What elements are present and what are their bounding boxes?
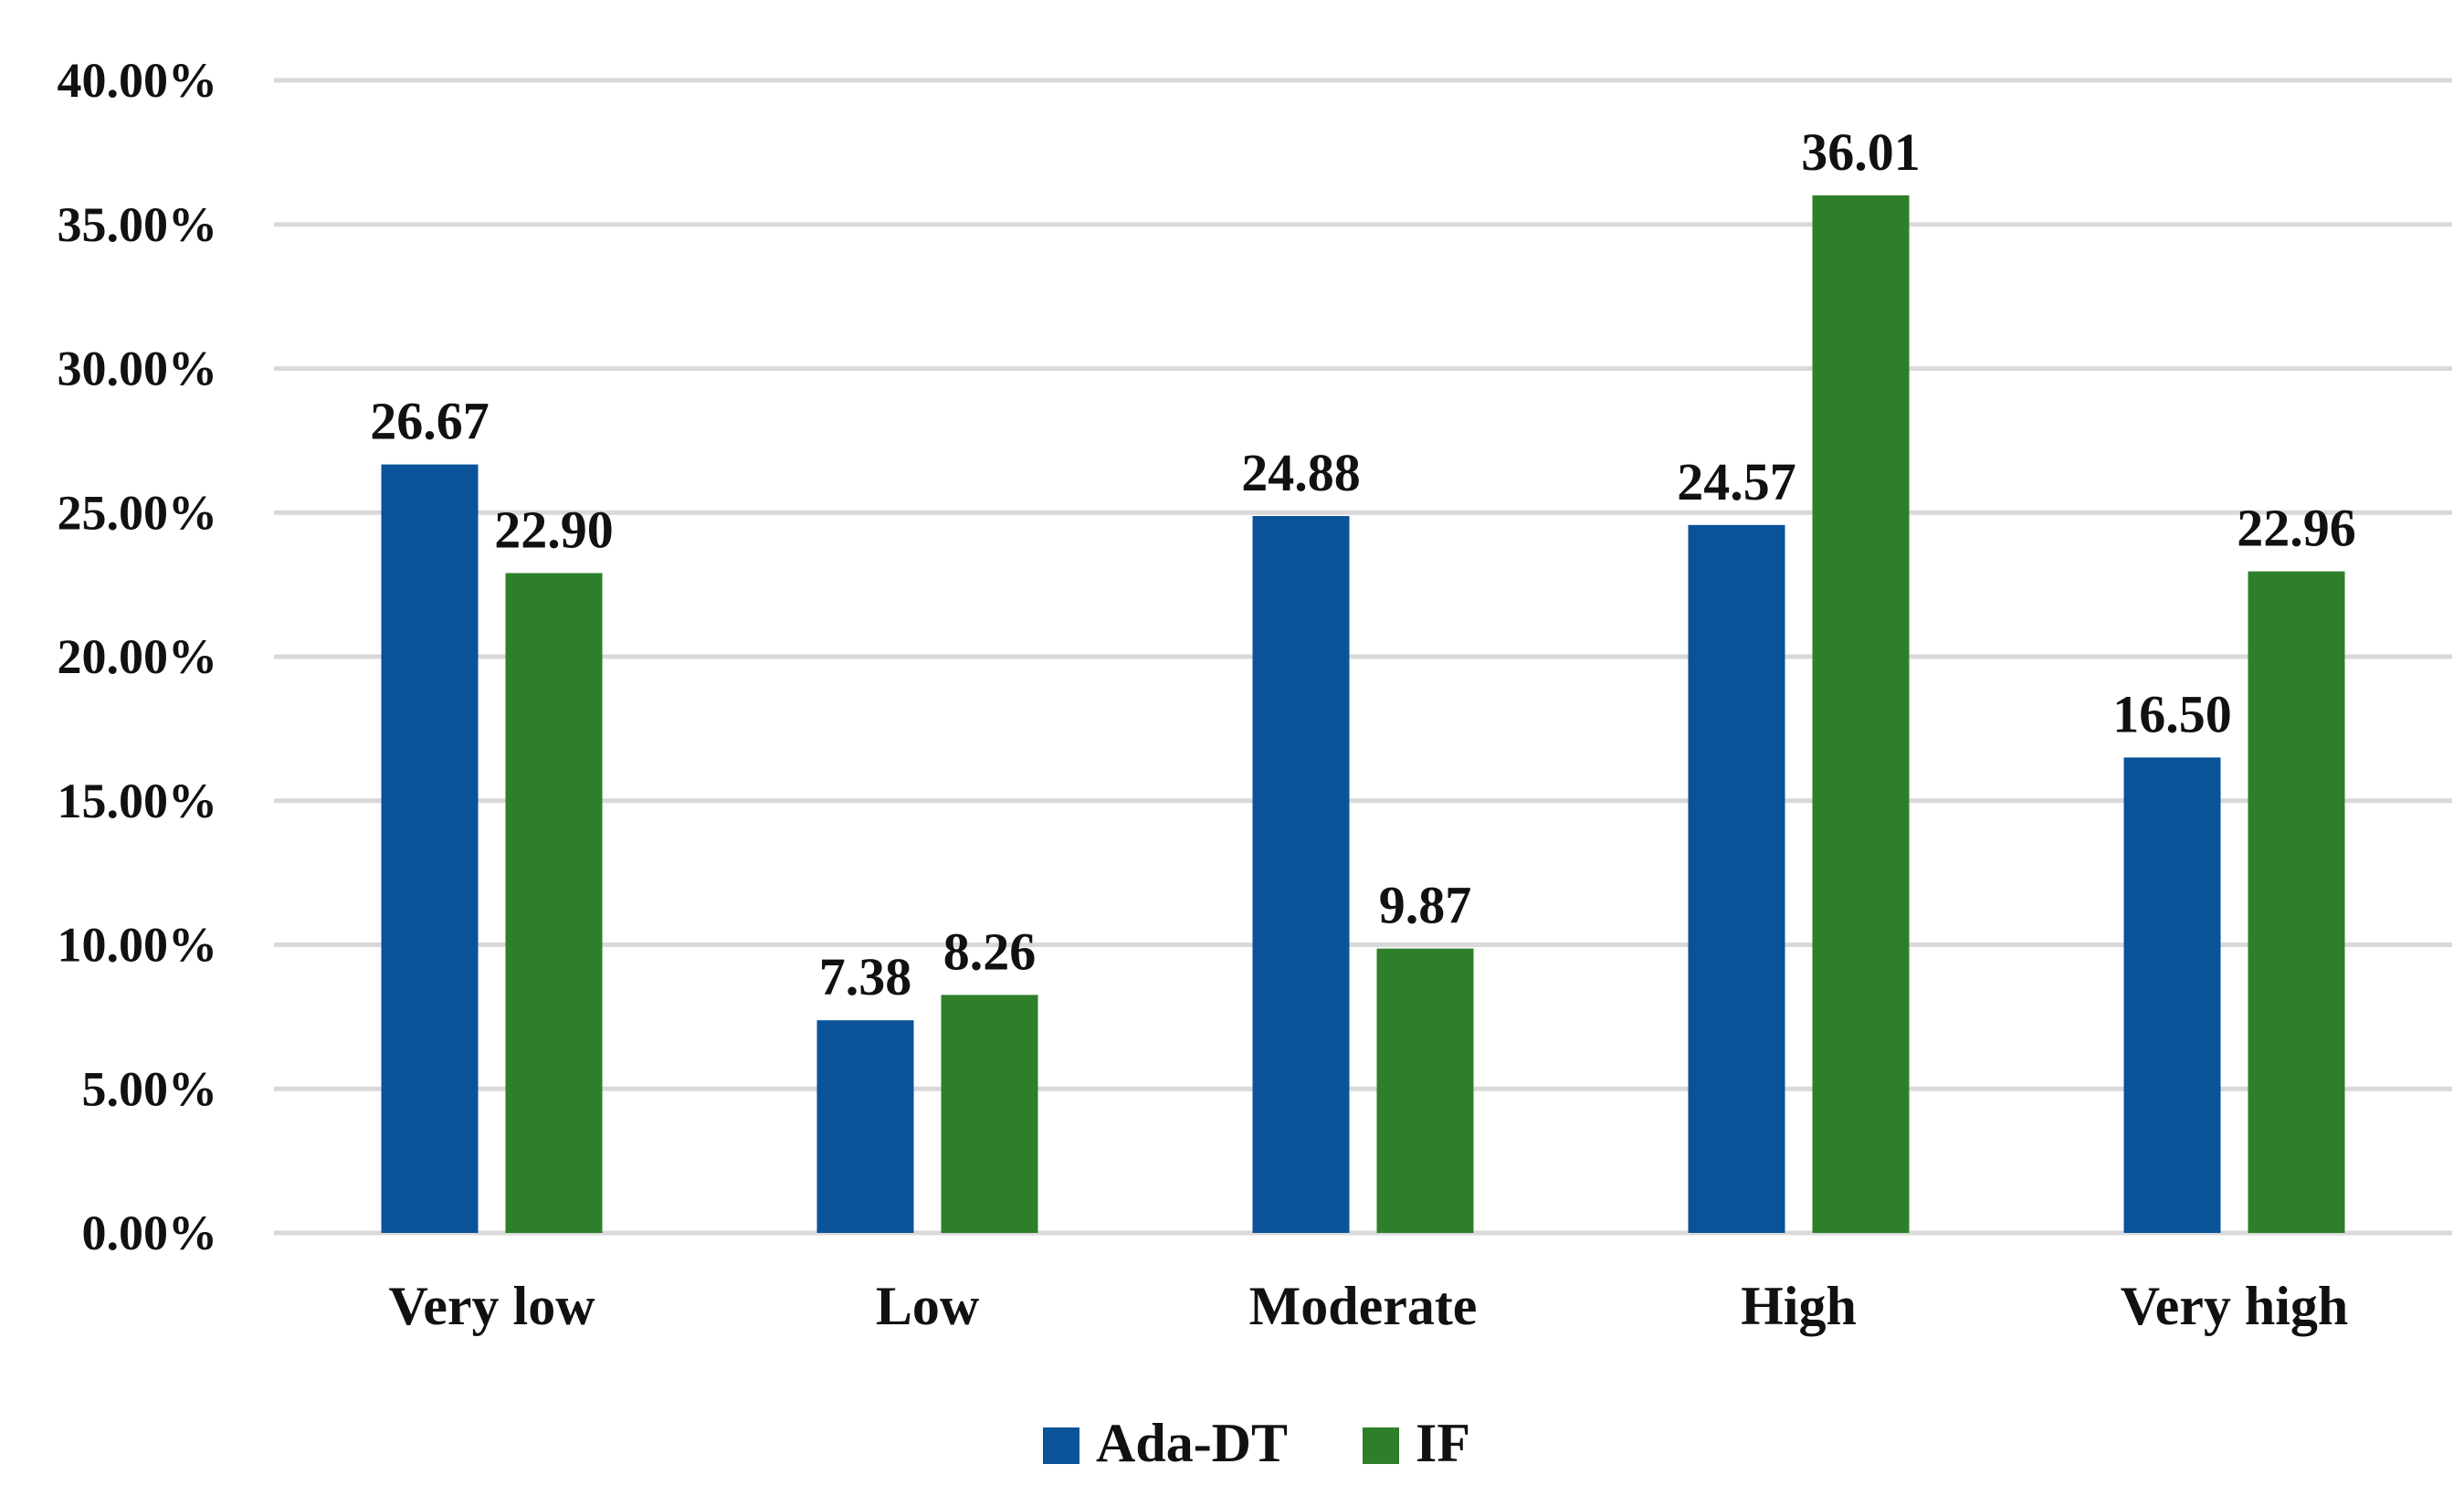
legend: Ada-DT IF bbox=[1043, 1413, 1470, 1473]
y-tick-label: 10.00% bbox=[58, 918, 218, 973]
data-label: 9.87 bbox=[1379, 876, 1472, 935]
x-axis-categories: Very low Low Moderate High Very high bbox=[388, 1276, 2348, 1336]
data-label: 7.38 bbox=[819, 947, 912, 1006]
legend-label: IF bbox=[1416, 1413, 1470, 1473]
x-category-label: Moderate bbox=[1249, 1276, 1478, 1336]
data-label: 22.90 bbox=[494, 500, 614, 560]
x-category-label: Very high bbox=[2121, 1276, 2349, 1336]
bars bbox=[381, 195, 2345, 1233]
bar-if-moderate bbox=[1376, 948, 1474, 1233]
data-label: 36.01 bbox=[1801, 122, 1921, 182]
bar-if-low bbox=[941, 995, 1038, 1233]
bar-ada-dt-very-high bbox=[2123, 757, 2221, 1233]
bar-ada-dt-moderate bbox=[1252, 516, 1350, 1233]
data-label: 16.50 bbox=[2112, 684, 2232, 743]
x-category-label: Very low bbox=[388, 1276, 595, 1336]
bar-if-very-low bbox=[505, 573, 603, 1233]
data-label: 24.57 bbox=[1677, 452, 1796, 511]
x-category-label: Low bbox=[876, 1276, 980, 1336]
gridlines bbox=[274, 78, 2452, 1236]
legend-swatch bbox=[1043, 1427, 1079, 1464]
y-tick-label: 25.00% bbox=[58, 485, 218, 540]
x-category-label: High bbox=[1741, 1276, 1857, 1336]
y-axis-ticks: 0.00% 5.00% 10.00% 15.00% 20.00% 25.00% 30.00%… bbox=[58, 53, 218, 1260]
legend-label: Ada-DT bbox=[1096, 1413, 1288, 1473]
y-tick-label: 5.00% bbox=[82, 1061, 218, 1116]
bar-ada-dt-very-low bbox=[381, 464, 479, 1233]
y-tick-label: 20.00% bbox=[58, 629, 218, 684]
bar-if-very-high bbox=[2248, 571, 2345, 1233]
data-label: 8.26 bbox=[943, 922, 1037, 981]
y-tick-label: 15.00% bbox=[58, 774, 218, 828]
y-tick-label: 30.00% bbox=[58, 342, 218, 396]
y-tick-label: 35.00% bbox=[58, 197, 218, 252]
legend-swatch bbox=[1363, 1427, 1399, 1464]
bar-ada-dt-high bbox=[1688, 524, 1785, 1233]
data-label: 24.88 bbox=[1241, 443, 1361, 502]
bar-if-high bbox=[1812, 195, 1910, 1233]
data-label: 22.96 bbox=[2237, 499, 2356, 558]
y-tick-label: 40.00% bbox=[58, 53, 218, 108]
bar-ada-dt-low bbox=[816, 1020, 914, 1233]
data-label: 26.67 bbox=[370, 392, 490, 451]
y-tick-label: 0.00% bbox=[82, 1206, 218, 1260]
